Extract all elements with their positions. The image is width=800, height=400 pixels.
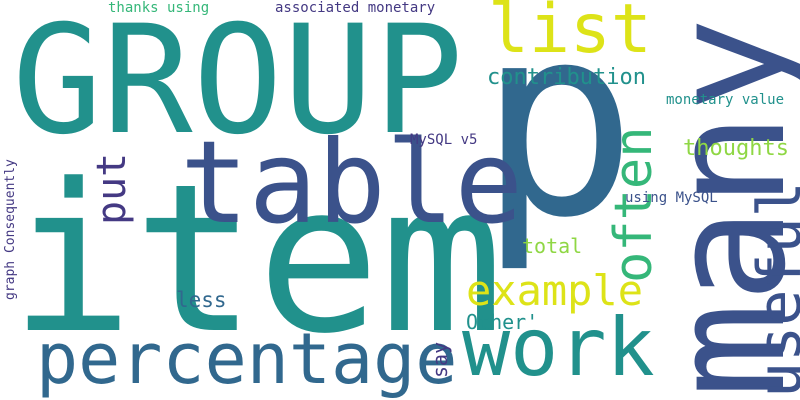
word-other: Other' bbox=[466, 310, 539, 334]
word-say: say bbox=[428, 341, 452, 378]
word-item: item bbox=[10, 141, 504, 379]
word-list: list bbox=[488, 0, 652, 69]
word-group: GROUP bbox=[12, 0, 464, 168]
word-useful: useful bbox=[745, 181, 800, 398]
word-total: total bbox=[522, 234, 583, 258]
word-monetary-value: monetary value bbox=[666, 92, 785, 108]
word-p: p bbox=[478, 0, 638, 276]
word-mysql-v5: MySQL v5 bbox=[410, 132, 478, 148]
word-table: table bbox=[180, 116, 524, 249]
word-graph-consequently: graph Consequently bbox=[3, 159, 18, 300]
word-thanks-using: thanks using bbox=[108, 0, 210, 16]
word-contribution: contribution bbox=[487, 65, 646, 90]
word-associated-monetary: associated monetary bbox=[275, 0, 436, 16]
word-example: example bbox=[466, 266, 644, 315]
word-put: put bbox=[89, 152, 135, 225]
word-less: less bbox=[176, 288, 227, 312]
word-using-mysql: using MySQL bbox=[625, 190, 718, 206]
word-thoughts: thoughts bbox=[683, 136, 789, 161]
word-work: work bbox=[462, 301, 655, 394]
word-percentage: percentage bbox=[36, 318, 458, 400]
